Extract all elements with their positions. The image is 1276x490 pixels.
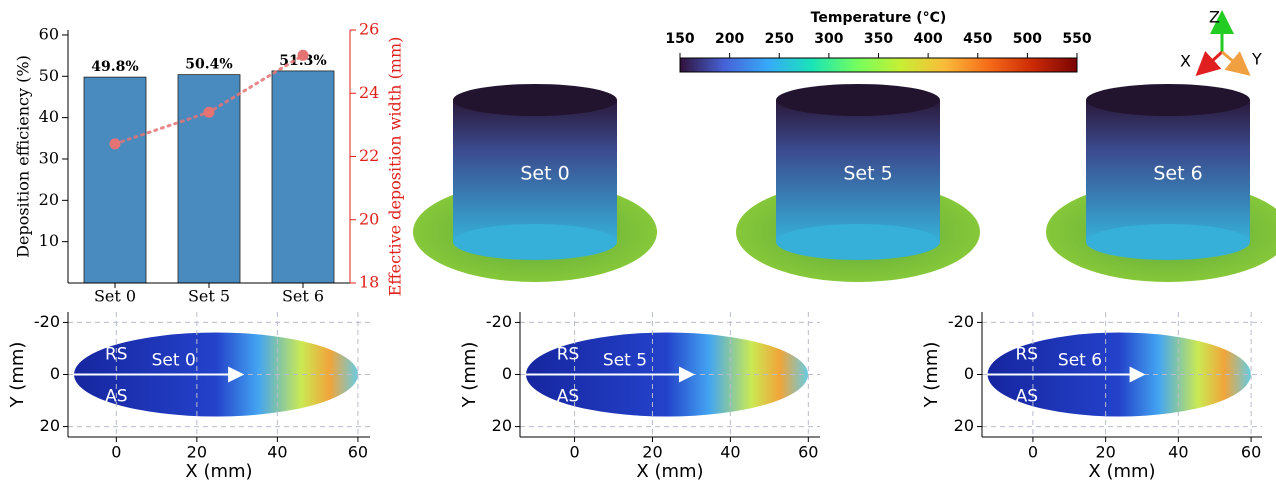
- bar: [83, 76, 147, 284]
- x-tick-label: 0: [111, 443, 121, 462]
- y-tick-label: 0: [50, 364, 60, 383]
- width-point: [297, 49, 309, 61]
- x-tick-label: 20: [187, 443, 207, 462]
- x-tick-label: 60: [348, 443, 368, 462]
- cylinder-top: [776, 84, 940, 116]
- value-label: 50.4%: [185, 57, 232, 73]
- y2-tick-label: 22: [359, 146, 379, 165]
- y-tick-label: 30: [39, 148, 59, 167]
- colorbar-tick-label: 550: [1062, 31, 1091, 47]
- y-axis-label: Y (mm): [459, 342, 480, 409]
- value-label: 51.3%: [279, 53, 326, 69]
- colorbar-title: Temperature (°C): [811, 10, 947, 26]
- y-tick-label: 60: [39, 24, 59, 43]
- particle-render: Set 0: [413, 84, 657, 282]
- x-tick-label: 60: [798, 443, 818, 462]
- y-axis-label: Y (mm): [7, 342, 28, 409]
- y-axis-label: Deposition efficiency (%): [14, 55, 33, 258]
- triad-label: X: [1180, 52, 1191, 71]
- plot-annotation: RS: [1015, 345, 1038, 365]
- y-tick-label: 20: [954, 416, 974, 435]
- triad-label: Z: [1209, 8, 1220, 27]
- x-tick-label: 60: [1241, 443, 1261, 462]
- x-tick-label: 40: [1168, 443, 1188, 462]
- colorbar-tick-label: 300: [814, 31, 843, 47]
- render-label: Set 5: [843, 163, 892, 185]
- y-tick-label: 10: [39, 231, 59, 250]
- x-tick-label: 40: [267, 443, 287, 462]
- triad-label: Y: [1251, 50, 1262, 69]
- y-tick-label: -20: [948, 312, 974, 331]
- x-tick-label: Set 5: [188, 287, 230, 306]
- plot-annotation: Set 5: [603, 351, 647, 371]
- plot-annotation: AS: [1016, 387, 1038, 407]
- x-tick-label: 0: [1028, 443, 1038, 462]
- y-axis-label: Y (mm): [921, 342, 942, 409]
- x-axis-label: X (mm): [1088, 461, 1155, 482]
- x-tick-label: 20: [642, 443, 662, 462]
- colorbar-tick-label: 400: [914, 31, 943, 47]
- cylinder-bottom: [453, 224, 617, 260]
- cylinder-top: [453, 84, 617, 116]
- cylinder-body: [1086, 100, 1250, 242]
- y-tick-label: 20: [39, 190, 59, 209]
- y2-axis-label: Effective deposition width (mm): [386, 37, 405, 297]
- colorbar-tick-label: 200: [715, 31, 744, 47]
- colorbar-tick-label: 500: [1013, 31, 1042, 47]
- cylinder-bottom: [776, 224, 940, 260]
- cylinder-top: [1086, 84, 1250, 116]
- plot-annotation: Set 6: [1058, 351, 1102, 371]
- y-tick-label: 0: [964, 364, 974, 383]
- x-tick-label: Set 0: [94, 287, 136, 306]
- colorbar-tick-label: 450: [963, 31, 992, 47]
- particle-render: Set 6: [1046, 84, 1276, 282]
- width-point: [109, 138, 121, 150]
- y2-tick-label: 26: [359, 20, 379, 39]
- y-tick-label: 50: [39, 66, 59, 85]
- y-tick-label: 40: [39, 107, 59, 126]
- plot-annotation: Set 0: [152, 351, 196, 371]
- y2-tick-label: 18: [359, 273, 379, 292]
- cylinder-body: [776, 100, 940, 242]
- render-label: Set 0: [520, 163, 569, 185]
- colorbar-tick-label: 150: [665, 31, 694, 47]
- plot-annotation: RS: [557, 345, 580, 365]
- particle-render: Set 5: [736, 84, 980, 282]
- y-tick-label: 0: [502, 364, 512, 383]
- y2-tick-label: 20: [359, 209, 379, 228]
- x-tick-label: Set 6: [282, 287, 324, 306]
- colorbar-tick-label: 350: [864, 31, 893, 47]
- y-tick-label: -20: [486, 312, 512, 331]
- x-axis-label: X (mm): [185, 461, 252, 482]
- y-tick-label: 20: [40, 416, 60, 435]
- cylinder-bottom: [1086, 224, 1250, 260]
- plot-annotation: AS: [557, 387, 579, 407]
- value-label: 49.8%: [91, 59, 138, 75]
- colorbar: [679, 57, 1078, 73]
- x-tick-label: 20: [1095, 443, 1115, 462]
- x-axis-label: X (mm): [636, 461, 703, 482]
- plot-annotation: AS: [105, 387, 127, 407]
- bar: [177, 74, 241, 284]
- width-point: [203, 106, 215, 118]
- render-label: Set 6: [1153, 163, 1202, 185]
- y-tick-label: -20: [34, 312, 60, 331]
- cylinder-body: [453, 100, 617, 242]
- y-tick-label: 20: [492, 416, 512, 435]
- x-tick-label: 40: [720, 443, 740, 462]
- plot-annotation: RS: [105, 345, 128, 365]
- x-tick-label: 0: [569, 443, 579, 462]
- y2-tick-label: 24: [359, 83, 379, 102]
- colorbar-tick-label: 250: [765, 31, 794, 47]
- bar: [271, 70, 335, 284]
- axis-triad: Z X Y: [1180, 8, 1262, 77]
